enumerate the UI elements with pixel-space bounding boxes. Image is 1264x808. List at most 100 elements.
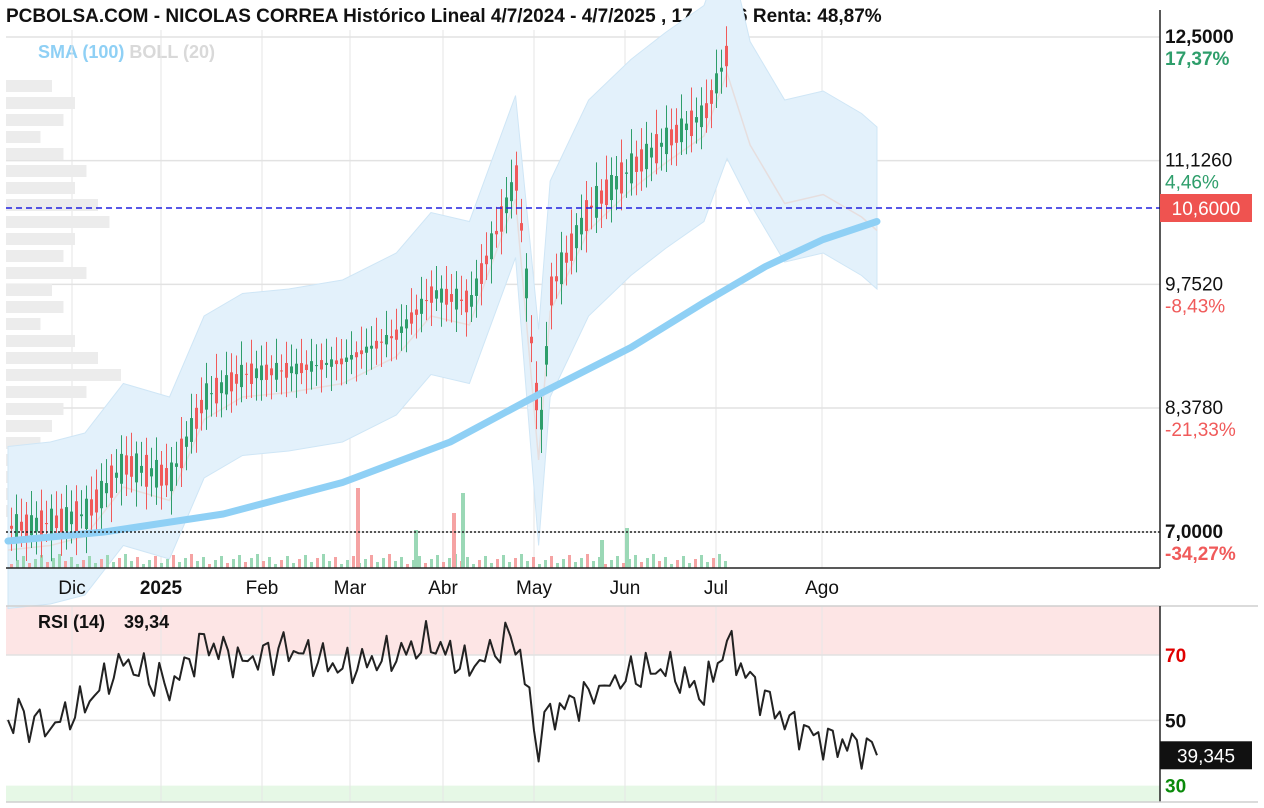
volume-bar (22, 556, 25, 568)
candle-body (515, 165, 518, 191)
volume-bar (52, 558, 55, 568)
volume-bar (388, 554, 391, 568)
candle-body (295, 363, 298, 375)
volume-bar (700, 555, 703, 568)
volume-bar (256, 554, 259, 568)
volume-bar (376, 562, 379, 568)
candle-body (185, 436, 188, 447)
volume-profile-bar (6, 199, 98, 211)
volume-bar (292, 563, 295, 568)
volume-profile-bar (6, 369, 121, 381)
candle-body (500, 206, 503, 232)
candle-body (140, 465, 143, 473)
volume-bar (112, 562, 115, 568)
current-price-label: 10,6000 (1172, 199, 1241, 220)
candle-body (305, 364, 308, 370)
volume-bar (244, 562, 247, 568)
candle-body (405, 319, 408, 329)
candle-body (370, 345, 373, 349)
candle-body (495, 230, 498, 235)
volume-bar (538, 564, 541, 568)
volume-bar (346, 560, 349, 568)
volume-spike (452, 513, 456, 568)
volume-profile-bar (6, 131, 41, 143)
candle-body (620, 162, 623, 194)
rsi-y-tick: 30 (1165, 777, 1186, 798)
volume-bar (166, 559, 169, 568)
volume-profile-bar (6, 267, 87, 279)
candle-body (525, 268, 528, 299)
candle-body (95, 489, 98, 513)
candle-body (690, 110, 693, 137)
volume-profile-bar (6, 335, 75, 347)
volume-bar (484, 556, 487, 568)
candle-body (470, 295, 473, 307)
candle-body (50, 508, 53, 538)
candle-body (415, 309, 418, 315)
candle-body (550, 276, 553, 306)
candle-body (55, 515, 58, 529)
candle-body (145, 454, 148, 487)
candle-body (430, 286, 433, 303)
candle-body (670, 129, 673, 146)
candle-body (60, 508, 63, 533)
candle-body (195, 407, 198, 429)
volume-bar (190, 554, 193, 568)
candle-body (350, 354, 353, 360)
y-tick-price: 7,0000 (1165, 522, 1223, 543)
volume-profile-bar (6, 250, 64, 262)
candle-body (460, 299, 463, 301)
candle-body (90, 499, 93, 516)
candle-body (400, 326, 403, 333)
volume-bar (514, 558, 517, 568)
candle-body (260, 365, 263, 381)
volume-bar (148, 560, 151, 568)
legend-boll[interactable]: BOLL (20) (129, 42, 216, 62)
candle-body (265, 364, 268, 380)
volume-bar (172, 555, 175, 568)
volume-bar (550, 556, 553, 568)
volume-bar (100, 559, 103, 568)
volume-bar (670, 564, 673, 568)
candle-body (385, 334, 388, 345)
volume-profile-bar (6, 284, 52, 296)
candle-body (175, 463, 178, 467)
x-tick-label: Dic (58, 578, 85, 599)
candle-body (225, 375, 228, 395)
volume-profile-bar (6, 318, 41, 330)
volume-bar (424, 563, 427, 568)
candle-body (290, 366, 293, 374)
volume-bar (214, 560, 217, 568)
volume-bar (610, 560, 613, 568)
candle-body (10, 525, 13, 529)
candle-body (540, 409, 543, 430)
current-price-box[interactable] (1160, 194, 1252, 222)
volume-bar (646, 558, 649, 568)
volume-bar (286, 556, 289, 568)
candle-body (110, 465, 113, 498)
legend-sma[interactable]: SMA (100) (38, 42, 125, 62)
volume-bar (718, 554, 721, 568)
volume-profile-bar (6, 97, 75, 109)
candle-body (530, 336, 533, 344)
volume-bar (430, 559, 433, 568)
candle-body (120, 453, 123, 484)
candle-body (280, 370, 283, 372)
volume-bar (682, 556, 685, 568)
candle-body (335, 360, 338, 365)
rsi-current-box[interactable] (1160, 741, 1252, 770)
volume-bar (724, 561, 727, 568)
candle-body (675, 124, 678, 143)
volume-bar (196, 561, 199, 568)
y-tick-price: 9,7520 (1165, 274, 1223, 295)
candle-body (365, 346, 368, 353)
candle-body (230, 372, 233, 392)
volume-bar (82, 560, 85, 568)
candle-body (75, 501, 78, 532)
volume-bar (400, 557, 403, 568)
x-tick-label: 2025 (140, 578, 183, 599)
candle-body (310, 361, 313, 372)
volume-bar (202, 557, 205, 568)
candle-body (165, 468, 168, 486)
